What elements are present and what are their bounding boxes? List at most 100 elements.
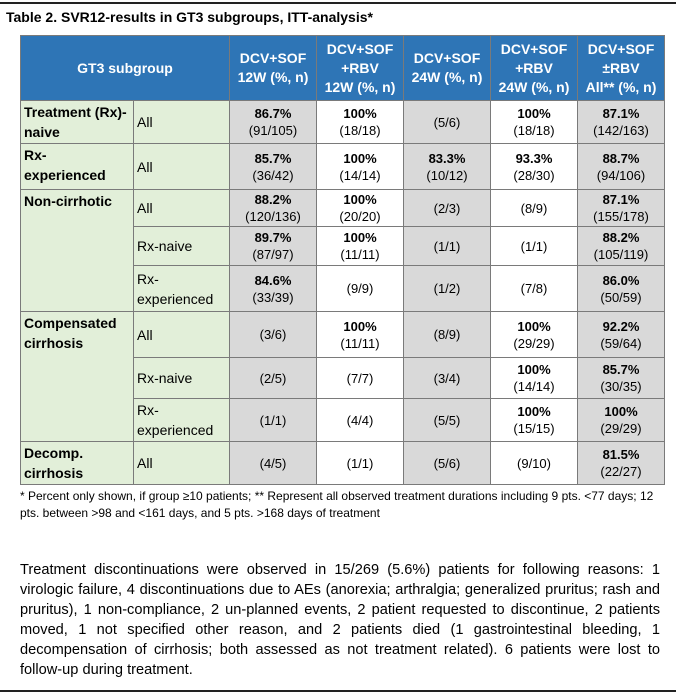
header-cell: DCV+SOF +RBV 24W (%, n) — [490, 35, 578, 101]
value-cell: 86.7% (91/105) — [229, 100, 317, 144]
value-cell: 89.7% (87/97) — [229, 226, 317, 266]
count: (36/42) — [252, 167, 294, 183]
percent: 100% — [604, 404, 638, 419]
value-cell: 84.6% (33/39) — [229, 265, 317, 312]
count: (10/12) — [426, 167, 468, 183]
value-cell: 85.7% (36/42) — [229, 143, 317, 190]
percent: 85.7% — [254, 150, 292, 166]
value-cell: 88.2% (120/136) — [229, 189, 317, 227]
header-line: DCV+SOF — [326, 40, 394, 57]
count: (11/11) — [340, 335, 380, 351]
percent: 88.2% — [254, 192, 292, 207]
header-line: 24W (%, n) — [411, 69, 483, 85]
value-cell: (1/1) — [316, 441, 404, 485]
percent: 100% — [343, 106, 377, 121]
percent: 100% — [517, 362, 551, 377]
count: (87/97) — [252, 247, 294, 262]
count: (59/64) — [600, 335, 642, 351]
header-line: DCV+SOF — [587, 40, 655, 57]
header-line: DCV+SOF — [500, 40, 568, 57]
header-line: DCV+SOF — [239, 50, 307, 66]
value-cell: (5/6) — [403, 100, 491, 144]
value-cell: (9/10) — [490, 441, 578, 485]
value-cell: 83.3% (10/12) — [403, 143, 491, 190]
value-cell: (4/4) — [316, 398, 404, 442]
value-cell: 88.2% (105/119) — [577, 226, 665, 266]
header-line: 24W (%, n) — [498, 78, 570, 95]
group-label: Decomp. cirrhosis — [20, 441, 134, 485]
value-cell: 100% (15/15) — [490, 398, 578, 442]
row: Rx-naive 89.7% (87/97) 100% (11/11) (1/1) (1/1… — [21, 226, 665, 266]
row: Rx- experienced 84.6% (33/39) (9/9) (1/2) (7/… — [21, 265, 665, 312]
count: (9/10) — [517, 455, 551, 471]
count: (105/119) — [593, 247, 649, 262]
count: (8/9) — [520, 200, 548, 216]
percent: 83.3% — [428, 150, 466, 166]
count: (1/2) — [433, 281, 461, 296]
percent: 100% — [343, 318, 377, 334]
count: (9/9) — [346, 281, 374, 296]
group-label: Non-cirrhotic — [20, 189, 134, 312]
count: (3/6) — [259, 327, 287, 342]
percent: 100% — [517, 106, 551, 121]
percent: 86.7% — [254, 106, 292, 121]
count: (155/178) — [593, 209, 649, 224]
group-label: Compensated cirrhosis — [20, 311, 134, 442]
value-cell: (7/7) — [316, 357, 404, 399]
value-cell: 100% (11/11) — [316, 311, 404, 358]
count: (5/6) — [433, 114, 461, 130]
header-cell: DCV+SOF ±RBV All** (%, n) — [577, 35, 665, 101]
count: (22/27) — [600, 464, 642, 479]
subgroup-label: All — [133, 311, 230, 358]
count: (1/1) — [259, 412, 287, 428]
value-cell: 100% (14/14) — [490, 357, 578, 399]
value-cell: 100% (11/11) — [316, 226, 404, 266]
value-cell: (8/9) — [490, 189, 578, 227]
subgroup-label: Rx- experienced — [133, 398, 230, 442]
count: (7/7) — [346, 370, 374, 386]
value-cell: 100% (29/29) — [577, 398, 665, 442]
count: (91/105) — [248, 123, 298, 138]
value-cell: (1/1) — [229, 398, 317, 442]
header-cell: GT3 subgroup — [20, 35, 230, 101]
count: (2/5) — [259, 370, 287, 386]
header-line: All** (%, n) — [585, 78, 657, 95]
percent: 86.0% — [602, 272, 640, 288]
count: (15/15) — [513, 421, 555, 436]
value-cell: 86.0% (50/59) — [577, 265, 665, 312]
subgroup-label: All — [133, 189, 230, 227]
value-cell: 88.7% (94/106) — [577, 143, 665, 190]
subgroup-label: Rx-naive — [133, 226, 230, 266]
subgroup-label: All — [133, 143, 230, 190]
count: (1/1) — [520, 238, 548, 254]
count: (28/30) — [513, 167, 555, 183]
value-cell: 92.2% (59/64) — [577, 311, 665, 358]
value-cell: 93.3% (28/30) — [490, 143, 578, 190]
value-cell: (3/6) — [229, 311, 317, 358]
count: (20/20) — [339, 209, 381, 224]
value-cell: 100% (18/18) — [316, 100, 404, 144]
count: (29/29) — [600, 421, 642, 436]
count: (94/106) — [596, 167, 646, 183]
value-cell: 85.7% (30/35) — [577, 357, 665, 399]
count: (4/4) — [346, 412, 374, 428]
value-cell: (2/3) — [403, 189, 491, 227]
value-cell: 87.1% (155/178) — [577, 189, 665, 227]
count: (1/1) — [346, 455, 374, 471]
count: (8/9) — [433, 327, 461, 342]
count: (14/14) — [513, 379, 555, 394]
count: (11/11) — [340, 247, 380, 262]
header-cell: DCV+SOF 12W (%, n) — [229, 35, 317, 101]
group-label: Rx- experienced — [20, 143, 134, 190]
value-cell: (8/9) — [403, 311, 491, 358]
count: (120/136) — [245, 209, 301, 224]
table-title: Table 2. SVR12-results in GT3 subgroups,… — [6, 9, 373, 25]
value-cell: (1/1) — [403, 226, 491, 266]
percent: 88.7% — [602, 150, 640, 166]
count: (7/8) — [520, 281, 548, 296]
count: (29/29) — [513, 335, 555, 351]
count: (18/18) — [513, 123, 555, 138]
percent: 84.6% — [254, 272, 292, 288]
subgroup-label: Rx- experienced — [133, 265, 230, 312]
